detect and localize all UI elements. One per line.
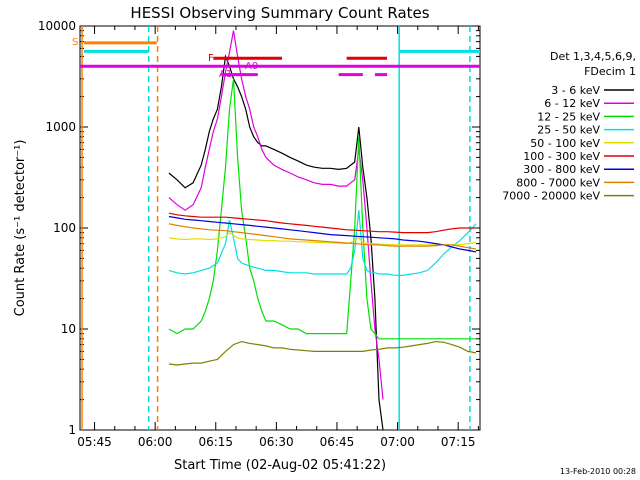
legend-label: 25 - 50 keV [537, 124, 600, 137]
series-line [168, 54, 384, 430]
chart-title: HESSI Observing Summary Count Rates [130, 4, 429, 22]
y-tick-label: 100 [53, 221, 76, 235]
legend-label: 6 - 12 keV [544, 97, 600, 110]
series-line [168, 30, 384, 400]
legend-label: 50 - 100 keV [530, 137, 600, 150]
x-tick-label: 06:15 [198, 435, 233, 449]
series-line [168, 78, 476, 340]
y-tick-label: 10 [61, 322, 76, 336]
x-tick-label: 07:15 [441, 435, 476, 449]
series-line [168, 210, 477, 276]
x-tick-label: 06:00 [138, 435, 173, 449]
series-line [168, 212, 476, 234]
y-axis-label: Count Rate (s⁻¹ detector⁻¹) [13, 140, 28, 317]
legend-label: 12 - 25 keV [537, 110, 600, 123]
series-line [168, 340, 477, 366]
x-tick-label: 06:45 [320, 435, 355, 449]
plot-area [80, 26, 480, 430]
series-line [168, 231, 477, 246]
legend-label: 800 - 7000 keV [516, 176, 600, 189]
x-tick-label: 05:45 [77, 435, 112, 449]
x-tick-label: 06:30 [259, 435, 294, 449]
x-axis-label: Start Time (02-Aug-02 05:41:22) [174, 458, 386, 473]
footer-date: 13-Feb-2010 00:28 [560, 467, 636, 476]
x-tick-label: 07:00 [380, 435, 415, 449]
legend-label: 100 - 300 keV [523, 150, 600, 163]
flag-label-s: S [72, 37, 78, 48]
flag-label-f: F [208, 53, 214, 64]
series-line [168, 215, 477, 253]
legend-label: 3 - 6 keV [551, 84, 600, 97]
plot-frame [79, 25, 481, 431]
legend-title-line-2: FDecim 1 [584, 65, 636, 78]
legend-label: 300 - 800 keV [523, 163, 600, 176]
y-tick-label: 1000 [45, 120, 76, 134]
series-line [168, 223, 477, 250]
y-tick-label: 1 [68, 423, 76, 437]
y-tick-label: 10000 [38, 19, 76, 33]
legend-label: 7000 - 20000 keV [502, 190, 600, 203]
legend-title-line-1: Det 1,3,4,5,6,9, [550, 50, 636, 63]
